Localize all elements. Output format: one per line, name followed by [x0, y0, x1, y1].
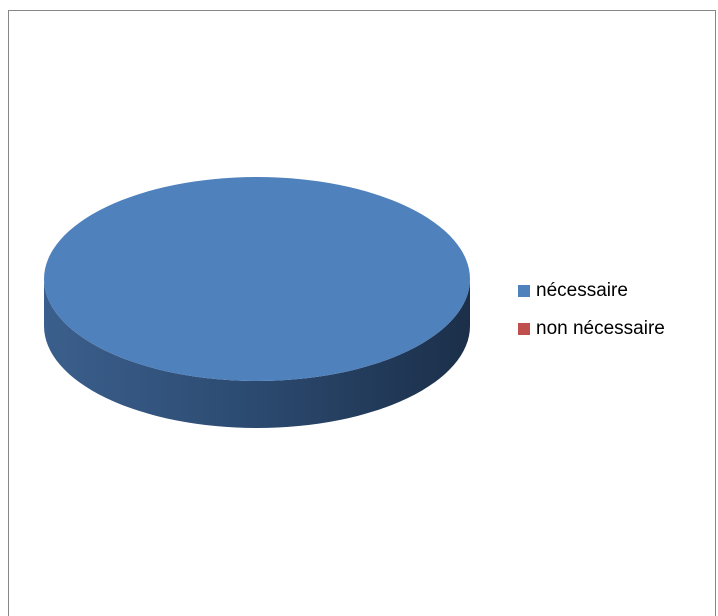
legend-swatch-necessaire — [518, 285, 530, 297]
pie-layer — [44, 177, 470, 428]
pie-slice-necessaire — [44, 177, 470, 381]
legend-swatch-non-necessaire — [518, 323, 530, 335]
pie-side — [44, 279, 470, 428]
legend-label-necessaire: nécessaire — [536, 280, 628, 301]
chart-legend: nécessaire non nécessaire — [518, 278, 708, 354]
legend-item-non-necessaire: non nécessaire — [518, 316, 708, 342]
legend-item-necessaire: nécessaire — [518, 278, 708, 304]
legend-label-non-necessaire: non nécessaire — [536, 318, 665, 339]
